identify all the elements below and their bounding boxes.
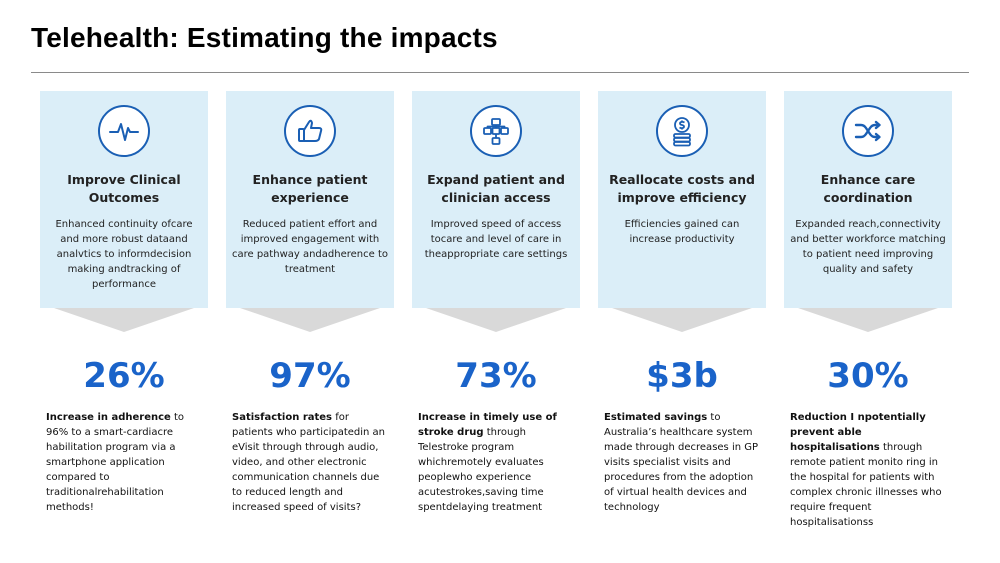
thumbs-up-icon (284, 105, 336, 157)
impact-card: Reallocate costs and improve efficiency … (598, 91, 766, 308)
impact-column-costs: Reallocate costs and improve efficiency … (598, 91, 766, 515)
network-icon (470, 105, 522, 157)
stat-detail-text: through remote patient monito ring in th… (790, 442, 942, 528)
card-description: Enhanced continuity ofcare and more robu… (55, 219, 193, 290)
card-description: Expanded reach,connectivity and better w… (790, 219, 946, 275)
impact-card: Improve Clinical Outcomes Enhanced conti… (40, 91, 208, 308)
stat-detail-text: to 96% to a smart-cardiacre habilitation… (46, 412, 185, 513)
stat-detail-text: for patients who participatedin an eVisi… (232, 412, 386, 513)
stat-detail-text: to Australia’s healthcare system made th… (604, 412, 759, 513)
stat-detail: Reduction I npotentially prevent able ho… (790, 410, 950, 530)
stat-detail: Estimated savings to Australia’s healthc… (604, 410, 764, 515)
stat-detail-bold: Increase in adherence (46, 412, 171, 423)
stat-detail-bold: Increase in timely use of stroke drug (418, 412, 557, 438)
impact-column-clinical-outcomes: Improve Clinical Outcomes Enhanced conti… (40, 91, 208, 515)
down-arrow (240, 308, 380, 332)
impact-card: Enhance patient experience Reduced patie… (226, 91, 394, 308)
impact-column-access: Expand patient and clinician access Impr… (412, 91, 580, 515)
stat-detail-text: through Telestroke program whichremotely… (418, 427, 544, 513)
stat-detail: Satisfaction rates for patients who part… (232, 410, 392, 515)
title-divider (31, 72, 969, 73)
shuffle-icon (842, 105, 894, 157)
card-description: Efficiencies gained can increase product… (624, 219, 740, 245)
stat-value: 73% (455, 356, 537, 396)
down-arrow (612, 308, 752, 332)
card-title: Improve Clinical Outcomes (67, 172, 181, 205)
stat-detail-bold: Satisfaction rates (232, 412, 333, 423)
stat-value: 26% (83, 356, 165, 396)
page-title: Telehealth: Estimating the impacts (31, 22, 498, 53)
down-arrow (426, 308, 566, 332)
coins-icon (656, 105, 708, 157)
heartbeat-icon (98, 105, 150, 157)
card-title: Enhance care coordination (820, 172, 916, 205)
card-title: Expand patient and clinician access (427, 172, 565, 205)
stat-value: $3b (646, 356, 718, 396)
stat-detail: Increase in timely use of stroke drug th… (418, 410, 578, 515)
down-arrow (798, 308, 938, 332)
card-description: Reduced patient effort and improved enga… (231, 219, 388, 275)
card-title: Reallocate costs and improve efficiency (609, 172, 755, 205)
stat-detail: Increase in adherence to 96% to a smart-… (46, 410, 206, 515)
impact-column-coordination: Enhance care coordination Expanded reach… (784, 91, 952, 530)
stat-value: 30% (827, 356, 909, 396)
impact-column-patient-experience: Enhance patient experience Reduced patie… (226, 91, 394, 515)
impact-card: Enhance care coordination Expanded reach… (784, 91, 952, 308)
card-description: Improved speed of access tocare and leve… (424, 219, 568, 260)
stat-detail-bold: Estimated savings (604, 412, 708, 423)
stat-value: 97% (269, 356, 351, 396)
impact-card: Expand patient and clinician access Impr… (412, 91, 580, 308)
card-title: Enhance patient experience (252, 172, 368, 205)
stat-detail-bold: Reduction I npotentially prevent able ho… (790, 412, 926, 453)
down-arrow (54, 308, 194, 332)
